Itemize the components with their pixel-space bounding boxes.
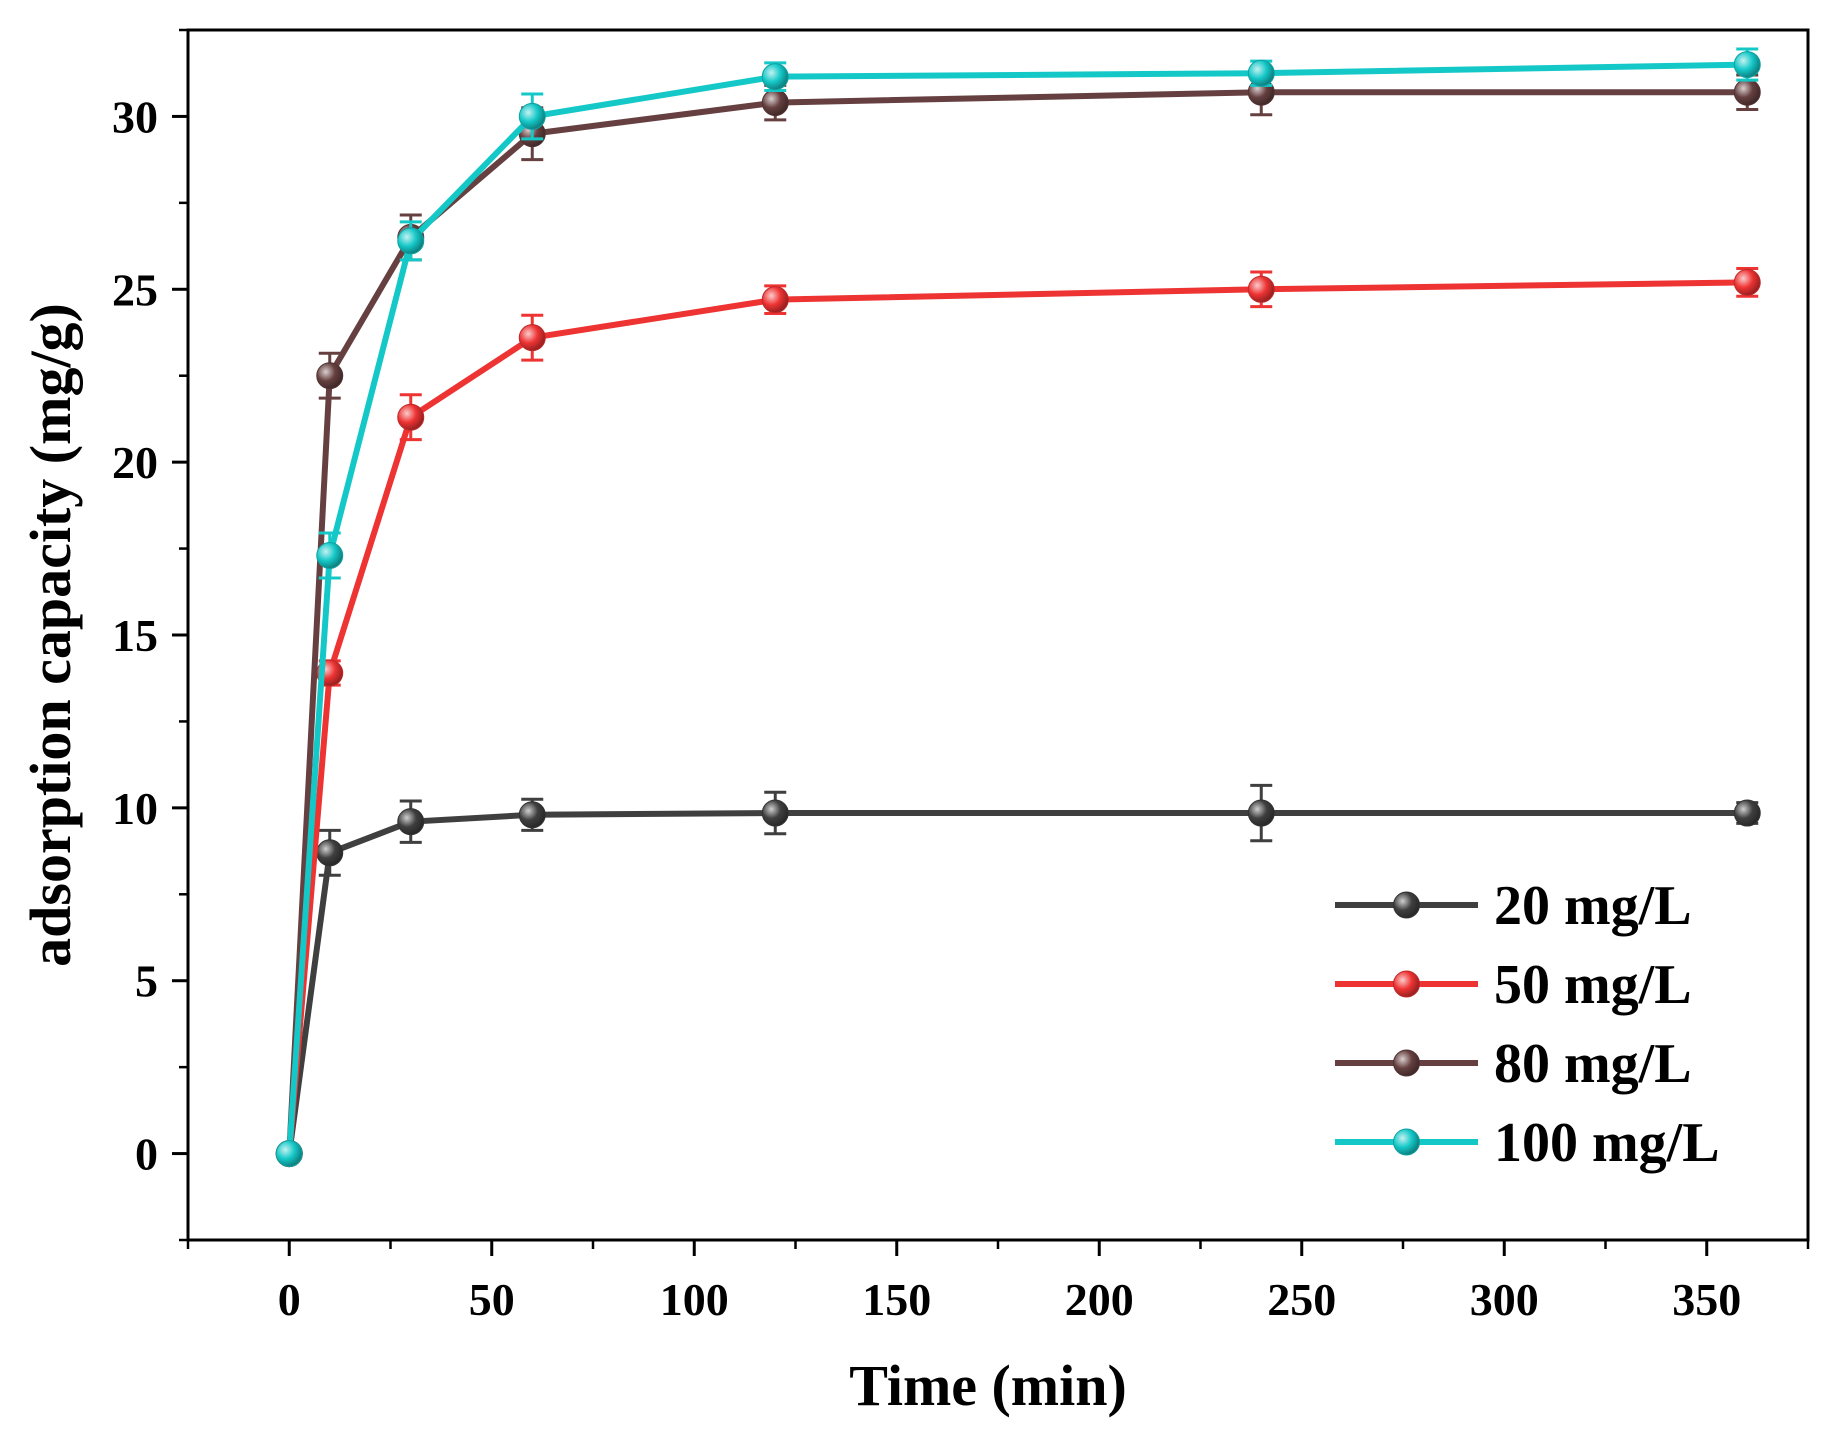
data-series xyxy=(275,47,1761,1168)
data-point xyxy=(397,403,425,431)
data-point xyxy=(316,839,344,867)
axis-ticks: 0 50 100 150 200 250 300 350 0 5 10 15 20 25 30 xyxy=(112,28,1810,1325)
data-point xyxy=(1247,799,1275,827)
data-point xyxy=(518,102,546,130)
legend-marker xyxy=(1393,970,1420,998)
data-point xyxy=(1247,275,1275,303)
data-point xyxy=(761,89,789,117)
series-100-mg-l xyxy=(275,47,1761,1168)
y-tick-label: 20 xyxy=(112,437,158,488)
legend-label: 20 mg/L xyxy=(1494,875,1692,937)
data-point xyxy=(316,362,344,390)
y-tick-label: 5 xyxy=(135,956,158,1007)
series-line xyxy=(286,279,1748,1154)
data-point xyxy=(397,808,425,836)
y-tick-label: 10 xyxy=(112,783,158,834)
x-tick-label: 300 xyxy=(1470,1274,1539,1325)
legend-marker xyxy=(1393,891,1420,919)
legend: 20 mg/L 50 mg/L 80 mg/L 100 mg/L xyxy=(1335,875,1720,1174)
data-point xyxy=(761,799,789,827)
y-tick-label: 25 xyxy=(112,264,158,315)
y-axis-title: adsorption capacity (mg/g) xyxy=(18,303,83,967)
x-tick-label: 250 xyxy=(1267,1274,1336,1325)
data-point xyxy=(1733,51,1761,79)
x-tick-label: 150 xyxy=(862,1274,931,1325)
data-point xyxy=(1733,78,1761,106)
data-point xyxy=(761,63,789,91)
data-point xyxy=(1247,59,1275,87)
data-point xyxy=(1733,268,1761,296)
y-tick-label: 15 xyxy=(112,610,158,661)
data-point xyxy=(316,541,344,569)
x-tick-label: 0 xyxy=(278,1274,301,1325)
x-axis-title: Time (min) xyxy=(849,1353,1127,1418)
y-tick-label: 30 xyxy=(112,91,158,142)
series-50-mg-l xyxy=(275,267,1761,1168)
x-tick-label: 100 xyxy=(660,1274,729,1325)
legend-marker xyxy=(1393,1049,1420,1077)
legend-item: 100 mg/L xyxy=(1335,1112,1720,1174)
legend-marker xyxy=(1393,1128,1420,1156)
legend-item: 20 mg/L xyxy=(1335,875,1692,937)
legend-label: 100 mg/L xyxy=(1494,1112,1720,1174)
data-point xyxy=(518,324,546,352)
data-point xyxy=(518,801,546,829)
x-tick-label: 50 xyxy=(469,1274,515,1325)
y-tick-label: 0 xyxy=(135,1129,158,1180)
data-point xyxy=(397,227,425,255)
legend-label: 80 mg/L xyxy=(1494,1033,1692,1095)
data-point xyxy=(275,1140,303,1168)
x-tick-label: 350 xyxy=(1672,1274,1741,1325)
legend-item: 50 mg/L xyxy=(1335,954,1692,1016)
legend-item: 80 mg/L xyxy=(1335,1033,1692,1095)
legend-label: 50 mg/L xyxy=(1494,954,1692,1016)
data-point xyxy=(761,286,789,314)
x-tick-label: 200 xyxy=(1065,1274,1134,1325)
data-point xyxy=(1733,799,1761,827)
